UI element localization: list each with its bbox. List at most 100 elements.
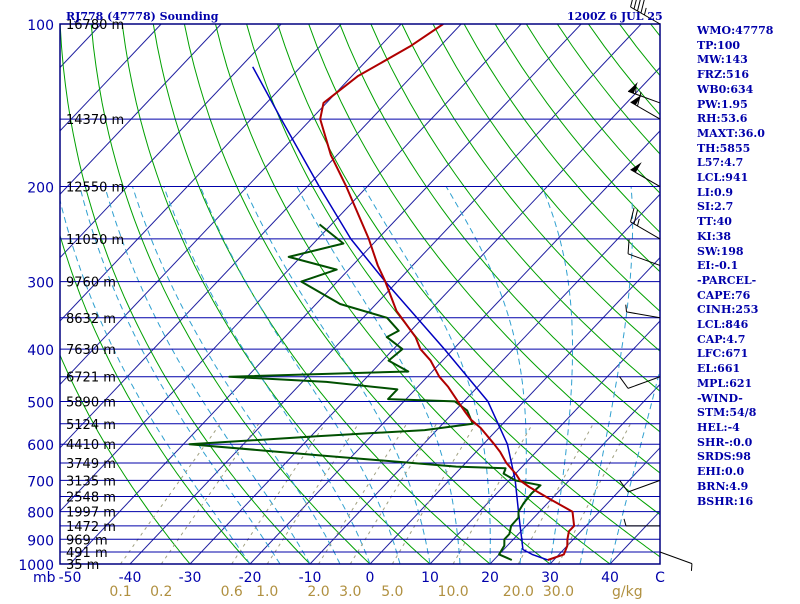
mixing-ratio-label: 30.0 bbox=[543, 584, 574, 600]
mixing-ratio-line bbox=[232, 424, 325, 564]
height-label: 5890 m bbox=[66, 395, 116, 410]
index-line: EI:-0.1 bbox=[697, 259, 797, 274]
height-label: 12550 m bbox=[66, 181, 124, 196]
wind-barb bbox=[628, 82, 660, 103]
dry-adiabat bbox=[278, 24, 748, 575]
station-title: RJ778 (47778) Sounding bbox=[66, 10, 219, 23]
mixing-ratio-label: 3.0 bbox=[339, 584, 361, 600]
index-line: SI:2.7 bbox=[697, 200, 797, 215]
wind-barb bbox=[624, 519, 660, 526]
wind-barb bbox=[631, 208, 660, 239]
mixing-ratio-label: 5.0 bbox=[381, 584, 403, 600]
index-line: FRZ:516 bbox=[697, 68, 797, 83]
pressure-tick-label: 400 bbox=[27, 343, 54, 359]
dry-adiabat bbox=[216, 24, 626, 575]
moist-adiabat bbox=[446, 187, 526, 564]
temperature-tick-label: -30 bbox=[179, 570, 202, 586]
index-line: LFC:671 bbox=[697, 347, 797, 362]
wind-barb bbox=[628, 239, 660, 265]
wind-barb bbox=[631, 162, 660, 186]
pressure-tick-label: 300 bbox=[27, 276, 54, 292]
index-line: EL:661 bbox=[697, 362, 797, 377]
height-label: 11050 m bbox=[66, 233, 124, 248]
pressure-tick-label: 900 bbox=[27, 533, 54, 549]
temperature-tick-label: 0 bbox=[366, 570, 375, 586]
index-line: TH:5855 bbox=[697, 142, 797, 157]
pressure-tick-label: 500 bbox=[27, 395, 54, 411]
dry-adiabat bbox=[184, 24, 564, 575]
index-line: SHR-:0.0 bbox=[697, 436, 797, 451]
mixing-ratio-unit-label: g/kg bbox=[612, 584, 643, 600]
index-line: MAXT:36.0 bbox=[697, 127, 797, 142]
mixing-ratio-label: 0.6 bbox=[221, 584, 243, 600]
height-label: 4410 m bbox=[66, 438, 116, 453]
index-line: L57:4.7 bbox=[697, 156, 797, 171]
height-label: 5124 m bbox=[66, 418, 116, 433]
index-line: MW:143 bbox=[697, 53, 797, 68]
mixing-ratio-label: 10.0 bbox=[438, 584, 469, 600]
dry-adiabat bbox=[122, 24, 443, 575]
height-label: 14370 m bbox=[66, 113, 124, 128]
index-line: SRDS:98 bbox=[697, 450, 797, 465]
index-line: PW:1.95 bbox=[697, 98, 797, 113]
height-label: 8632 m bbox=[66, 312, 116, 327]
index-line: LCL:846 bbox=[697, 318, 797, 333]
temperature-tick-label: 20 bbox=[481, 570, 499, 586]
wind-barb bbox=[631, 92, 660, 119]
index-line: -PARCEL- bbox=[697, 274, 797, 289]
moist-adiabat bbox=[610, 187, 701, 564]
pressure-tick-label: 800 bbox=[27, 506, 54, 522]
index-line: BSHR:16 bbox=[697, 495, 797, 510]
pressure-tick-label: 100 bbox=[27, 18, 54, 34]
temperature-tick-label: -50 bbox=[59, 570, 82, 586]
mixing-ratio-label: 0.2 bbox=[150, 584, 172, 600]
pressure-tick-label: 600 bbox=[27, 438, 54, 454]
pressure-tick-label: 700 bbox=[27, 474, 54, 490]
mixing-ratio-label: 2.0 bbox=[307, 584, 329, 600]
index-line: CINH:253 bbox=[697, 303, 797, 318]
index-line: KI:38 bbox=[697, 230, 797, 245]
isotherm-line bbox=[250, 24, 761, 564]
index-line: TT:40 bbox=[697, 215, 797, 230]
height-label: 3135 m bbox=[66, 474, 116, 489]
index-line: CAPE:76 bbox=[697, 289, 797, 304]
index-line: CAP:4.7 bbox=[697, 333, 797, 348]
mixing-ratio-label: 1.0 bbox=[256, 584, 278, 600]
temperature-tick-label: 10 bbox=[421, 570, 439, 586]
index-line: LI:0.9 bbox=[697, 186, 797, 201]
index-line: MPL:621 bbox=[697, 377, 797, 392]
wind-barb bbox=[660, 552, 692, 571]
isotherm-line bbox=[70, 24, 581, 564]
dry-adiabat bbox=[29, 24, 261, 575]
mixing-ratio-line bbox=[392, 424, 476, 564]
dry-adiabat bbox=[91, 24, 382, 575]
index-line: WMO:47778 bbox=[697, 24, 797, 39]
index-line: HEL:-4 bbox=[697, 421, 797, 436]
index-line: SW:198 bbox=[697, 245, 797, 260]
index-line: RH:53.6 bbox=[697, 112, 797, 127]
temperature-unit-label: C bbox=[655, 570, 665, 586]
pressure-unit-label: mb bbox=[33, 570, 56, 586]
height-label: 3749 m bbox=[66, 457, 116, 472]
observation-time: 1200Z 6 JUL 25 bbox=[567, 10, 663, 23]
moist-adiabat bbox=[297, 187, 460, 564]
index-line: -WIND- bbox=[697, 392, 797, 407]
height-label: 7630 m bbox=[66, 343, 116, 358]
mixing-ratio-label: 0.1 bbox=[109, 584, 131, 600]
index-line: STM:54/8 bbox=[697, 406, 797, 421]
moist-adiabat bbox=[580, 187, 633, 564]
index-line: EHI:0.0 bbox=[697, 465, 797, 480]
index-line: WB0:634 bbox=[697, 83, 797, 98]
index-line: TP:100 bbox=[697, 39, 797, 54]
height-label: 9760 m bbox=[66, 276, 116, 291]
index-line: LCL:941 bbox=[697, 171, 797, 186]
wind-barb bbox=[620, 480, 660, 492]
height-label: 6721 m bbox=[66, 371, 116, 386]
mixing-ratio-label: 20.0 bbox=[503, 584, 534, 600]
index-line: BRN:4.9 bbox=[697, 480, 797, 495]
height-label: 2548 m bbox=[66, 491, 116, 506]
height-label: 1997 m bbox=[66, 506, 116, 521]
